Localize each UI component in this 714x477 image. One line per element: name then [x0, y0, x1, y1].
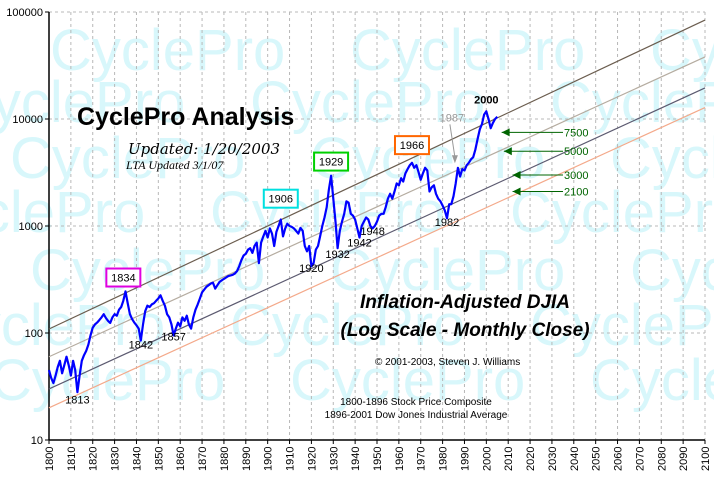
x-tick-label: 1940	[350, 447, 362, 471]
point-label: 1842	[129, 339, 153, 351]
copyright-text: © 2001-2003, Steven J. Williams	[375, 357, 520, 368]
trend-channel-line	[48, 87, 706, 390]
x-tick-label: 2020	[525, 447, 537, 471]
watermark-text: CyclePro	[350, 18, 585, 83]
x-tick-label: 1880	[219, 447, 231, 471]
watermark-text: CyclePro	[630, 238, 714, 303]
x-tick-label: 2030	[547, 447, 559, 471]
annotations-layer: 1834 1906 1929 1966 1813 1842 1857 192019321942…	[65, 94, 588, 406]
updated-date: Updated: 1/20/2003	[128, 140, 280, 158]
boxed-label-frame	[105, 267, 142, 288]
source-line-2: 1896-2001 Dow Jones Industrial Average	[325, 410, 508, 421]
watermark-text: CyclePro	[650, 18, 714, 83]
gray-annotation-label: 1987	[440, 112, 464, 124]
x-tick-label: 1960	[394, 447, 406, 471]
x-tick-label: 2100	[700, 447, 712, 471]
boxed-label-text: 1966	[400, 140, 424, 152]
x-tick-label: 1900	[263, 447, 275, 471]
trend-channel-line	[48, 56, 706, 358]
x-tick-label: 2050	[591, 447, 603, 471]
x-tick-label: 1910	[285, 447, 297, 471]
x-tick-label: 1870	[197, 447, 209, 471]
boxed-label-text: 1834	[111, 273, 135, 285]
lta-updated-date: LTA Updated 3/1/07	[125, 158, 224, 172]
x-tick-label: 2000	[481, 447, 493, 471]
arrow-value-label: 7500	[564, 127, 588, 139]
x-tick-label: 1980	[438, 447, 450, 471]
y-tick-label: 1000	[19, 221, 43, 233]
x-tick-label: 1930	[328, 447, 340, 471]
subtitle-line-1: Inflation-Adjusted DJIA	[360, 292, 570, 313]
x-tick-label: 1850	[153, 447, 165, 471]
watermark-text: CyclePro	[30, 238, 265, 303]
watermark-text: CyclePro	[210, 180, 445, 245]
x-tick-label: 1950	[372, 447, 384, 471]
x-tick-label: 2090	[678, 447, 690, 471]
watermark-text: CyclePro	[590, 348, 714, 413]
watermark-text: CyclePro	[330, 238, 565, 303]
djia-series-line	[47, 110, 499, 394]
boxed-label-text: 1906	[269, 194, 293, 206]
gray-arrow-head-icon	[451, 155, 458, 164]
boxed-label-frame	[262, 188, 299, 209]
x-tick-label: 2060	[613, 447, 625, 471]
point-label: 1813	[65, 394, 89, 406]
x-tick-label: 1820	[88, 447, 100, 471]
x-tick-label: 1840	[131, 447, 143, 471]
x-tick-label: 1800	[44, 447, 56, 471]
x-tick-label: 2070	[634, 447, 646, 471]
point-label: 2000	[474, 94, 498, 106]
x-tick-label: 2010	[503, 447, 515, 471]
watermark-text: CyclePro	[0, 180, 145, 245]
watermark-text: CyclePro	[230, 293, 465, 358]
x-tick-label: 1890	[241, 447, 253, 471]
axes: 10 100 1000 10000 100000 1800 1810 1820 1830 1840…	[6, 7, 712, 471]
boxed-label-text: 1929	[319, 157, 343, 169]
x-tick-label: 1920	[306, 447, 318, 471]
boxed-label-frame	[313, 151, 350, 172]
chart-title: CyclePro Analysis	[77, 103, 294, 131]
trend-channel-line	[48, 19, 706, 330]
arrow-head-icon	[512, 170, 521, 179]
x-tick-label: 2080	[656, 447, 668, 471]
point-label: 1920	[299, 263, 323, 275]
x-tick-label: 2040	[569, 447, 581, 471]
point-label: 1982	[435, 217, 459, 229]
x-tick-label: 1990	[459, 447, 471, 471]
point-label: 1932	[325, 249, 349, 261]
y-tick-label: 10	[31, 435, 43, 447]
gray-annotation-arrow-line	[449, 124, 456, 158]
x-tick-label: 1810	[66, 447, 78, 471]
point-label: 1857	[161, 332, 185, 344]
source-line-1: 1800-1896 Stock Price Composite	[340, 397, 492, 408]
y-tick-label: 10000	[12, 114, 43, 126]
watermark-text: CyclePro	[510, 180, 714, 245]
trend-channel-line	[48, 106, 706, 409]
boxed-label-frame	[393, 135, 430, 156]
arrow-head-icon	[512, 187, 521, 196]
arrow-head-icon	[501, 128, 510, 137]
point-label: 1942	[347, 238, 371, 250]
x-tick-label: 1970	[416, 447, 428, 471]
y-tick-label: 100	[25, 328, 43, 340]
series-layer	[47, 19, 706, 409]
watermark-text: CyclePro	[610, 126, 714, 191]
arrow-head-icon	[503, 147, 512, 156]
y-tick-label: 100000	[6, 7, 43, 19]
x-tick-label: 1860	[175, 447, 187, 471]
arrow-value-label: 5000	[564, 146, 588, 158]
arrow-value-label: 2100	[564, 187, 588, 199]
x-tick-label: 1830	[110, 447, 122, 471]
subtitle-line-2: (Log Scale - Monthly Close)	[340, 320, 589, 341]
watermark-text: CyclePro	[0, 348, 225, 413]
arrow-value-label: 3000	[564, 170, 588, 182]
point-label: 1948	[360, 226, 384, 238]
